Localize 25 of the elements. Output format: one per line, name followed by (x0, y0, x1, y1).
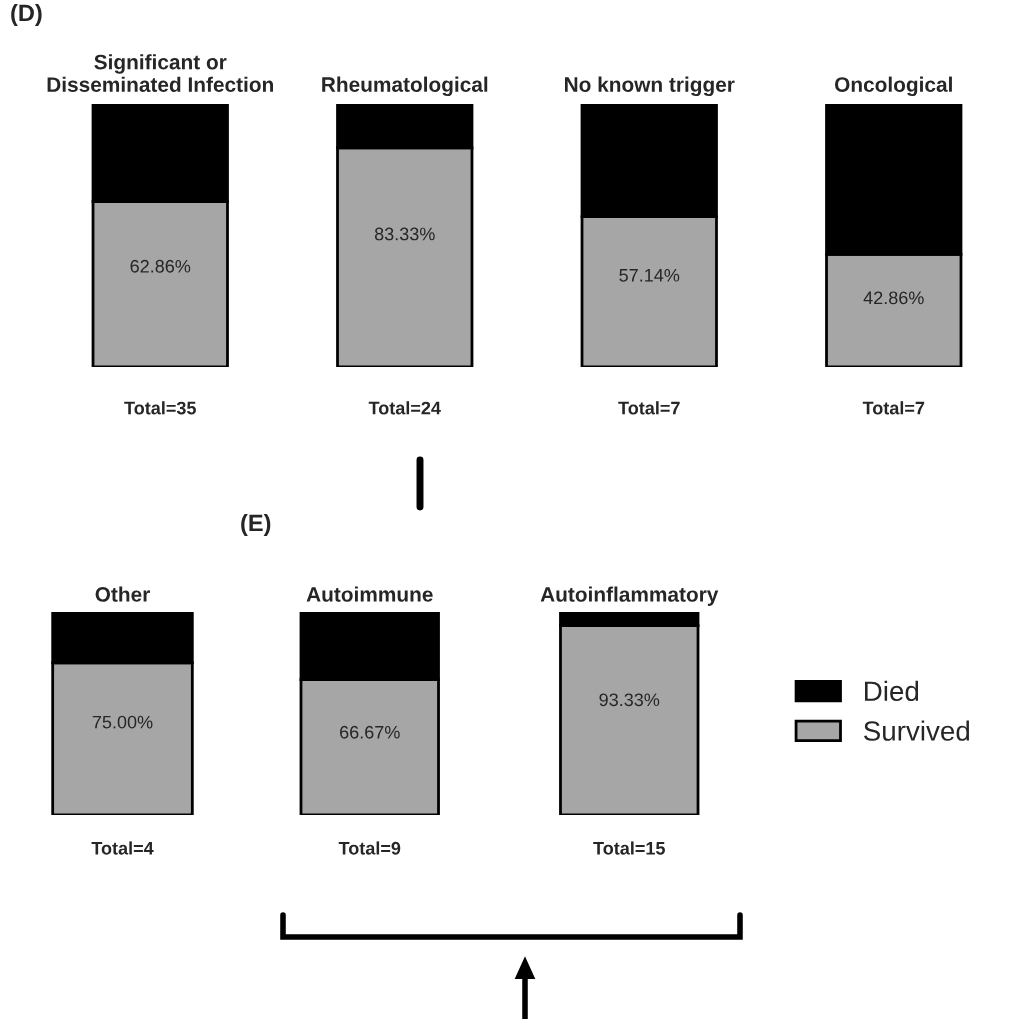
data-label: 75.00% (92, 715, 153, 729)
legend-label: Survived (863, 720, 970, 741)
data-label: 57.14% (619, 268, 680, 282)
text: Total=9 (338, 841, 401, 855)
x-tick-label: Significant or Disseminated Infection (47, 54, 273, 92)
text: Total=24 (368, 401, 441, 415)
text: Total=4 (91, 841, 154, 855)
data-label: 66.67% (340, 725, 400, 739)
data-label: 93.33% (599, 693, 660, 707)
chart-title: (D) (11, 4, 42, 26)
data-label: 42.86% (863, 291, 924, 305)
text: Total=7 (862, 401, 925, 415)
data-label: 62.86% (130, 259, 191, 273)
x-tick-label: Autoimmune (306, 586, 433, 602)
x-tick-label: Oncological (835, 76, 952, 97)
legend-label: Died (865, 680, 919, 702)
text: Total=35 (124, 401, 196, 415)
x-tick-label: Other (95, 586, 150, 602)
x-tick-label: Rheumatological (322, 76, 488, 97)
text: Total=7 (618, 401, 680, 415)
x-tick-label: Autoinflammatory (540, 586, 719, 606)
text: Total=15 (593, 841, 665, 855)
x-tick-label: No known trigger (565, 76, 735, 97)
data-label: 83.33% (374, 227, 435, 241)
chart-title: (E) (241, 513, 271, 537)
